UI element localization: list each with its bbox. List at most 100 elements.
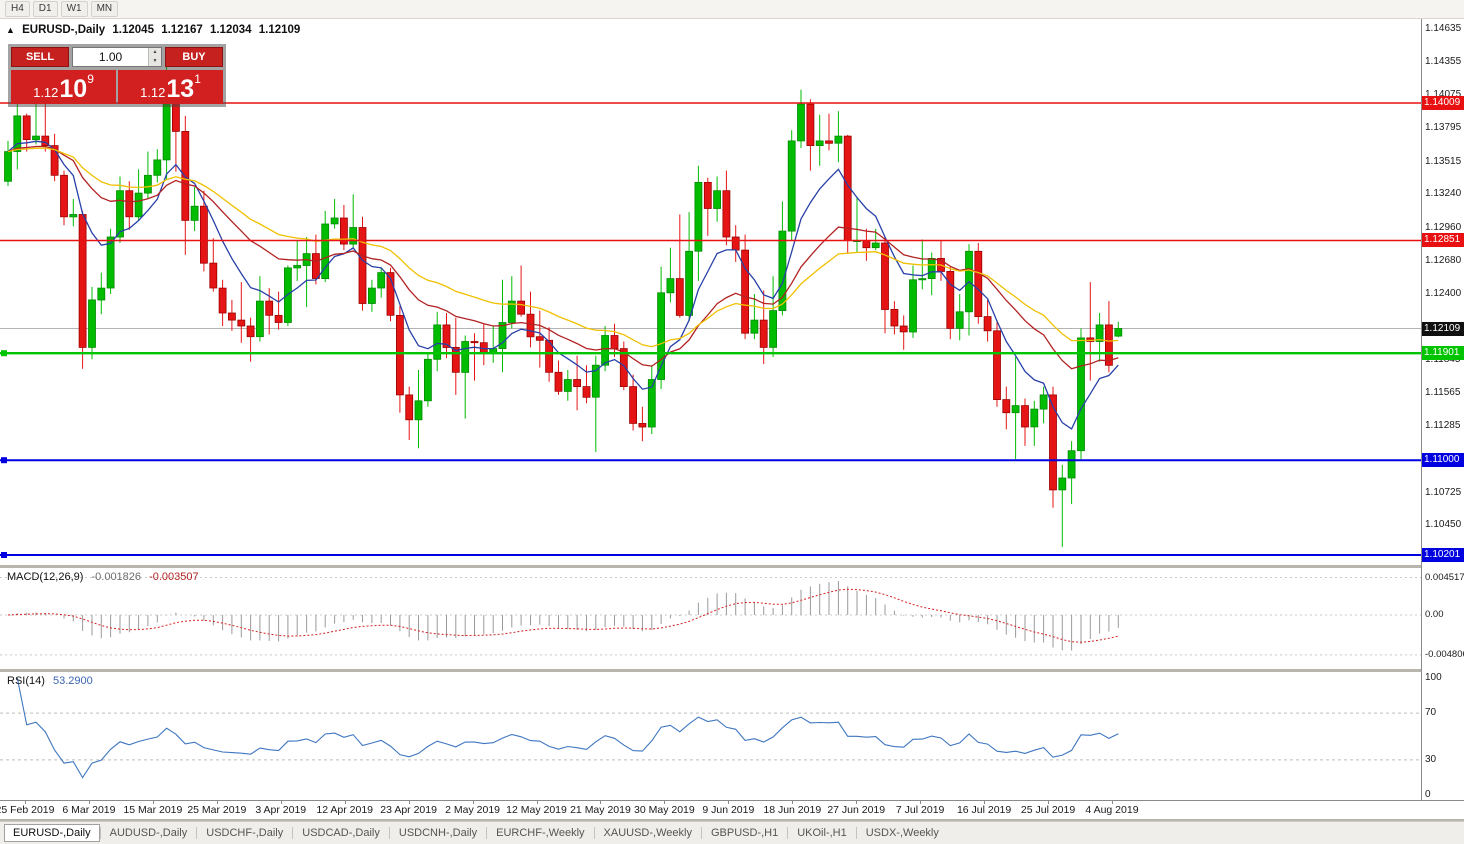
date-tick	[856, 801, 858, 804]
tab-divider	[855, 827, 857, 839]
date-axis-label: 21 May 2019	[570, 804, 631, 816]
buy-price-pips: 13	[166, 75, 195, 103]
date-axis-label: 6 Mar 2019	[62, 804, 116, 816]
panel-separator[interactable]	[0, 669, 1464, 672]
window-separator	[0, 819, 1464, 821]
buy-price-display[interactable]: 1.12 13 1	[118, 70, 223, 104]
rsi-axis-tick: 100	[1425, 672, 1442, 683]
chart-tab-ukoil[interactable]: UKOil-,H1	[797, 827, 847, 839]
macd-axis-tick: 0.00	[1425, 609, 1444, 620]
chart-tab-bar: EURUSD-,Daily AUDUSD-,Daily USDCHF-,Daily U…	[0, 821, 1464, 844]
date-axis-label: 9 Jun 2019	[702, 804, 755, 816]
price-axis-tick: 1.13240	[1425, 188, 1462, 200]
chart-tab-xauusd[interactable]: XAUUSD-,Weekly	[603, 827, 692, 839]
price-axis-tick: 1.13515	[1425, 155, 1462, 167]
date-tick	[408, 801, 410, 804]
tab-divider	[700, 827, 702, 839]
date-axis-label: 23 Apr 2019	[380, 804, 437, 816]
date-tick	[728, 801, 730, 804]
price-axis-tick: 1.11565	[1425, 387, 1461, 399]
main-price-chart[interactable]	[0, 19, 1421, 565]
date-tick	[216, 801, 218, 804]
chart-tab-audusd[interactable]: AUDUSD-,Daily	[109, 827, 188, 839]
rsi-indicator-panel[interactable]	[0, 672, 1421, 800]
volume-field[interactable]: 1.00 ▲ ▼	[72, 47, 162, 67]
date-tick	[1048, 801, 1050, 804]
date-tick	[344, 801, 346, 804]
timeframe-toolbar: H4 D1 W1 MN	[0, 0, 1464, 19]
volume-increase-button[interactable]: ▲	[149, 48, 161, 57]
level-price-marker: 1.12851	[1422, 233, 1464, 248]
price-direction-up-icon: ▲	[6, 25, 15, 35]
one-click-trading-panel: SELL 1.00 ▲ ▼ BUY 1.12 10 9 1.12 13 1	[8, 44, 226, 107]
timeframe-button-d1[interactable]: D1	[32, 1, 58, 17]
date-tick	[152, 801, 154, 804]
price-axis-tick: 1.12680	[1425, 254, 1462, 266]
date-axis-label: 4 Aug 2019	[1085, 804, 1139, 816]
date-axis-label: 12 May 2019	[506, 804, 567, 816]
price-axis[interactable]: 1.14635 1.14355 1.14075 1.13795 1.13515 1.132…	[1421, 19, 1464, 820]
timeframe-button-h4[interactable]: H4	[5, 1, 30, 17]
level-price-marker: 1.11000	[1422, 453, 1464, 468]
tab-divider	[99, 827, 101, 839]
panel-separator[interactable]	[0, 565, 1464, 568]
date-axis-label: 25 Feb 2019	[0, 804, 55, 816]
sell-price-display[interactable]: 1.12 10 9	[11, 70, 116, 104]
date-tick	[1111, 801, 1113, 804]
date-tick	[536, 801, 538, 804]
chart-tab-usdchf[interactable]: USDCHF-,Daily	[206, 827, 284, 839]
date-axis-label: 25 Jul 2019	[1020, 804, 1076, 816]
macd-main-value: -0.001826	[91, 571, 142, 583]
sell-button[interactable]: SELL	[11, 47, 69, 67]
price-axis-tick: 1.12960	[1425, 221, 1462, 233]
ohlc-open: 1.12045	[112, 24, 154, 36]
date-tick	[792, 801, 794, 804]
price-axis-tick: 1.12400	[1425, 287, 1462, 299]
macd-signal-value: -0.003507	[149, 571, 199, 583]
chart-tab-usdcnh[interactable]: USDCNH-,Daily	[398, 827, 478, 839]
rsi-value: 53.2900	[52, 675, 93, 687]
sell-price-fraction: 9	[87, 72, 94, 86]
chart-tab-gbpusd[interactable]: GBPUSD-,H1	[710, 827, 779, 839]
chart-tab-eurusd[interactable]: EURUSD-,Daily	[4, 824, 100, 842]
date-axis-label: 15 Mar 2019	[123, 804, 183, 816]
timeframe-button-w1[interactable]: W1	[60, 1, 88, 17]
macd-label: MACD(12,26,9) -0.001826 -0.003507	[7, 571, 199, 583]
date-axis-label: 27 Jun 2019	[827, 804, 886, 816]
volume-value[interactable]: 1.00	[98, 50, 123, 64]
ohlc-low: 1.12034	[209, 24, 252, 36]
current-price-marker: 1.12109	[1422, 321, 1464, 336]
date-tick	[664, 801, 666, 804]
timeframe-button-mn[interactable]: MN	[90, 1, 119, 17]
level-price-marker: 1.11901	[1422, 346, 1464, 361]
chart-tab-eurchf[interactable]: EURCHF-,Weekly	[496, 827, 585, 839]
date-tick	[920, 801, 922, 804]
tab-divider	[388, 827, 390, 839]
date-axis-label: 16 Jul 2019	[956, 804, 1012, 816]
rsi-name: RSI(14)	[7, 675, 45, 687]
price-axis-tick: 1.13795	[1425, 122, 1462, 134]
volume-spinner: ▲ ▼	[148, 48, 161, 66]
date-axis-label: 25 Mar 2019	[187, 804, 247, 816]
chart-tab-usdcad[interactable]: USDCAD-,Daily	[302, 827, 380, 839]
date-axis-label: 2 May 2019	[445, 804, 501, 816]
tab-divider	[292, 827, 294, 839]
volume-decrease-button[interactable]: ▼	[149, 57, 161, 66]
buy-button[interactable]: BUY	[165, 47, 223, 67]
date-tick	[472, 801, 474, 804]
price-axis-tick: 1.11285	[1425, 420, 1461, 432]
date-axis-label: 18 Jun 2019	[763, 804, 822, 816]
price-axis-tick: 1.10450	[1425, 519, 1462, 531]
level-price-marker: 1.14009	[1422, 96, 1464, 110]
sell-price-base: 1.12	[33, 85, 59, 100]
price-axis-tick: 1.10725	[1425, 486, 1462, 498]
tab-divider	[787, 827, 789, 839]
tab-divider	[486, 827, 488, 839]
date-tick	[88, 801, 90, 804]
date-axis[interactable]: 25 Feb 2019 6 Mar 2019 15 Mar 2019 25 Mar 2…	[0, 800, 1464, 820]
macd-indicator-panel[interactable]	[0, 568, 1421, 669]
rsi-axis-tick: 30	[1425, 753, 1437, 765]
tab-divider	[196, 827, 198, 839]
chart-tab-usdx[interactable]: USDX-,Weekly	[865, 827, 939, 839]
